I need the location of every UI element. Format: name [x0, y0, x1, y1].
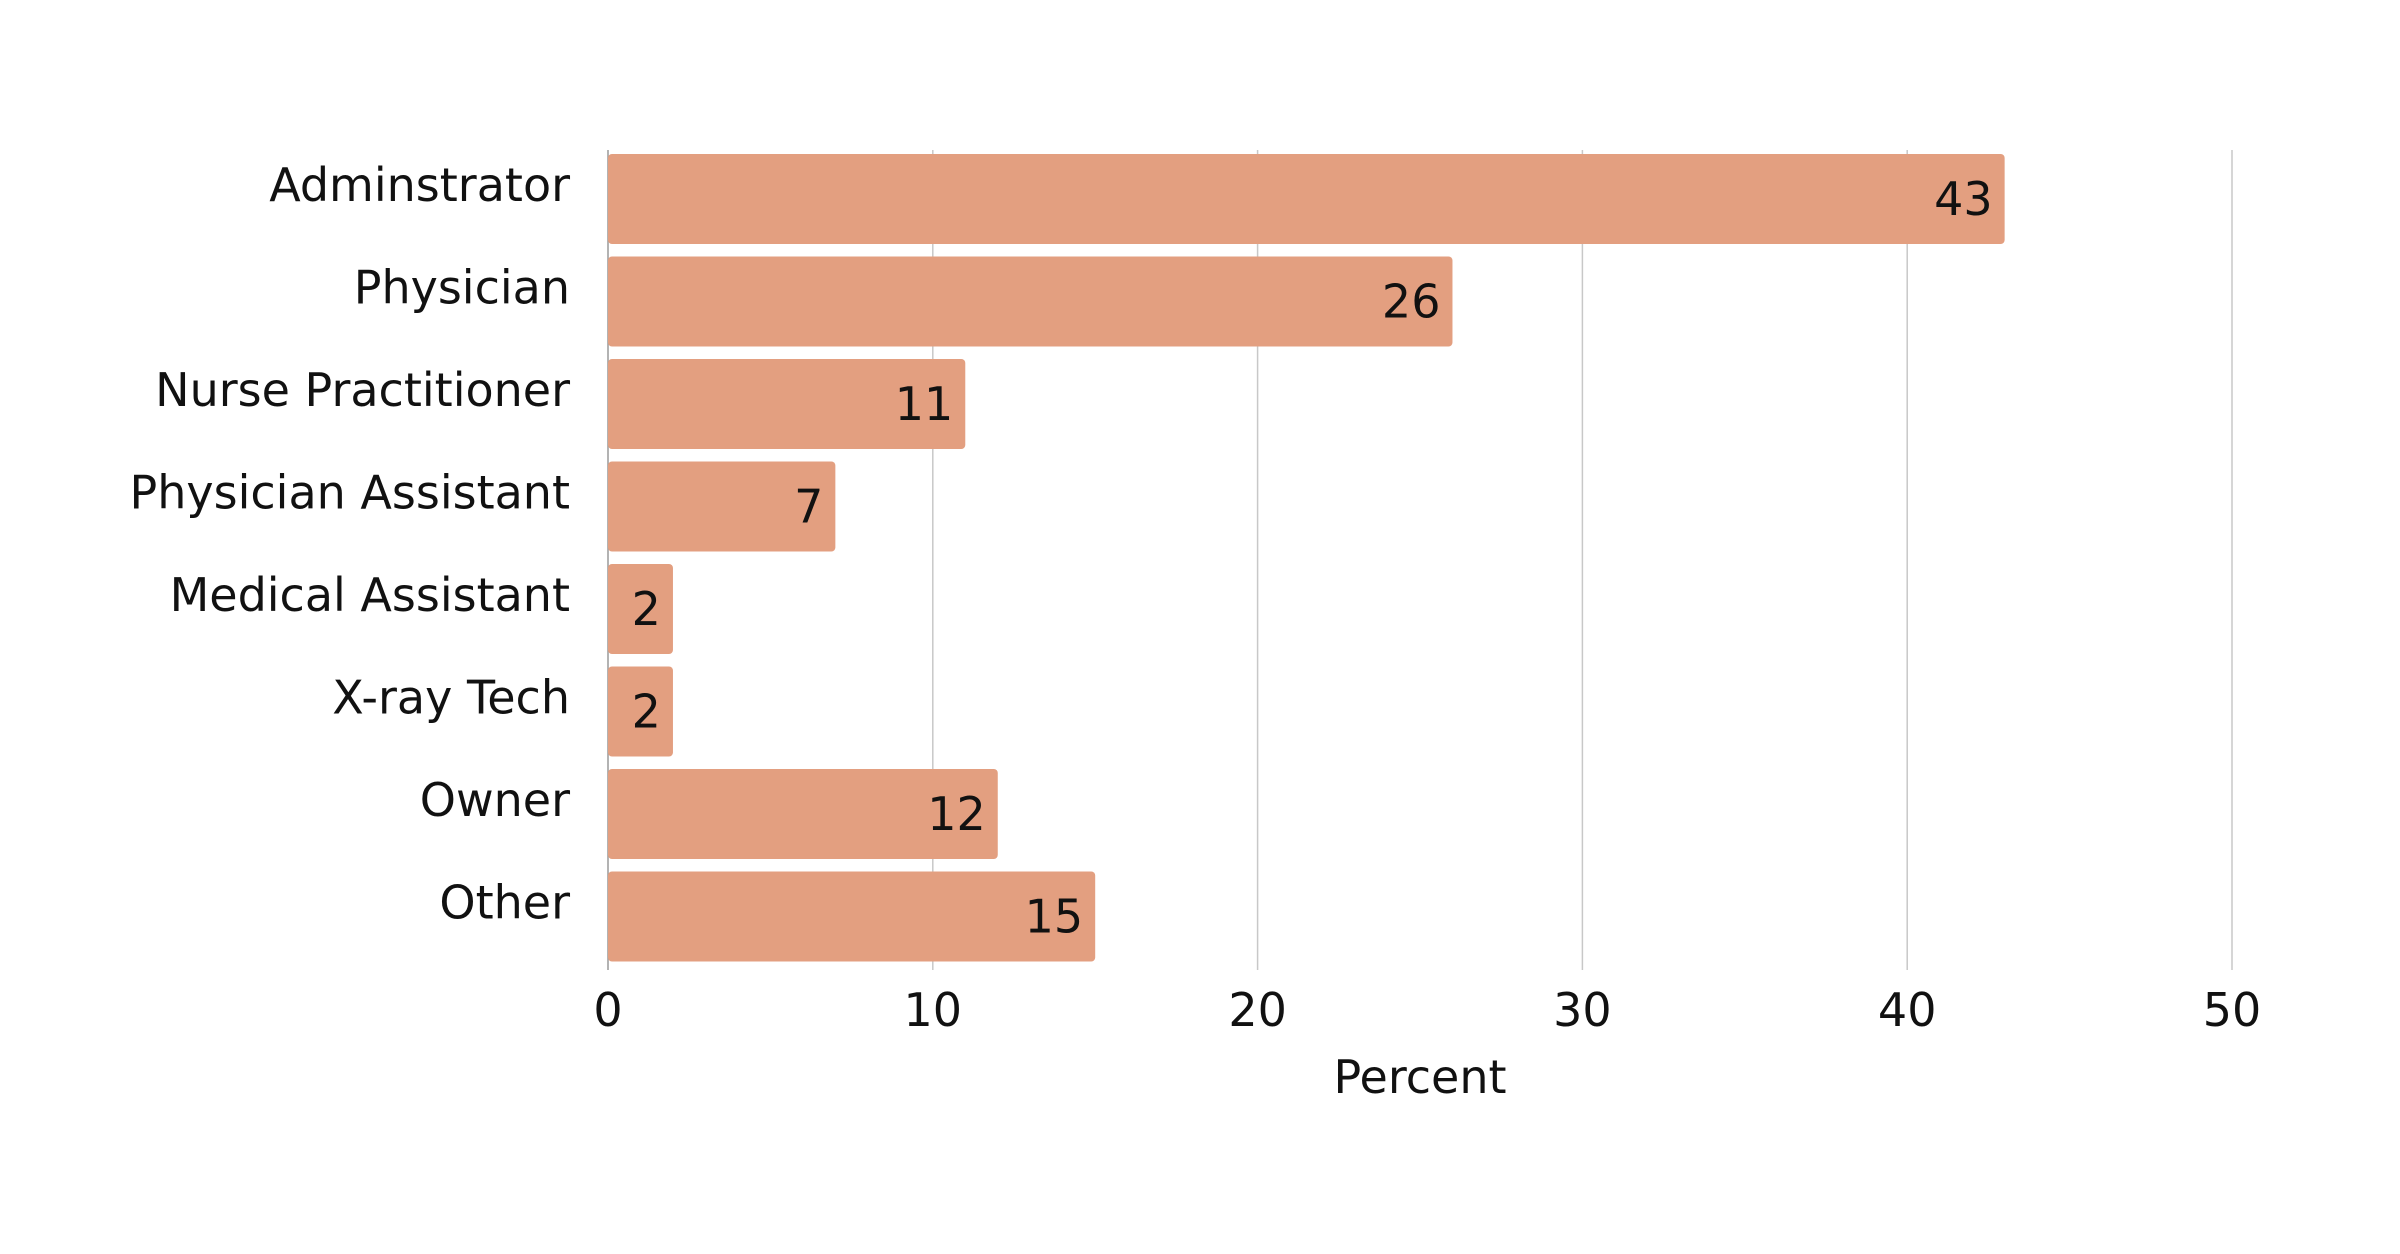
- bar-physician-assistant: [608, 461, 836, 552]
- x-tick-label: 40: [1878, 983, 1937, 1037]
- category-label: Other: [439, 876, 570, 930]
- category-label: Owner: [420, 773, 570, 827]
- category-label: Nurse Practitioner: [155, 363, 570, 417]
- x-tick-label: 20: [1228, 983, 1287, 1037]
- bar-nurse-practitioner: [608, 359, 966, 449]
- value-label: 2: [632, 685, 661, 739]
- x-tick-label: 50: [2203, 983, 2262, 1037]
- category-label: X-ray Tech: [332, 671, 570, 725]
- bar-medical-assistant: [608, 564, 673, 654]
- value-label: 2: [632, 582, 661, 636]
- bar-other: [608, 871, 1096, 962]
- x-tick-label: 0: [593, 983, 622, 1037]
- category-label: Physician: [354, 261, 570, 315]
- value-label: 15: [1025, 890, 1084, 944]
- x-tick-labels: 0 10 20 30 40 50: [593, 983, 2261, 1037]
- x-axis-title: Percent: [1333, 1050, 1506, 1104]
- category-label: Physician Assistant: [130, 466, 570, 520]
- category-label: Medical Assistant: [170, 568, 570, 622]
- category-labels: Adminstrator Physician Nurse Practitioner P…: [130, 158, 571, 930]
- value-label: 7: [794, 480, 823, 534]
- bar-physician: [608, 256, 1453, 347]
- x-tick-label: 30: [1553, 983, 1612, 1037]
- bar-x-ray-tech: [608, 666, 673, 757]
- bar-adminstrator: [608, 154, 2005, 244]
- value-label: 12: [927, 787, 986, 841]
- value-label: 11: [895, 377, 954, 431]
- bar-owner: [608, 769, 998, 859]
- bars: 43 26 11 7 2 2 12 15: [608, 154, 2005, 962]
- category-label: Adminstrator: [269, 158, 570, 212]
- x-tick-label: 10: [904, 983, 963, 1037]
- value-label: 26: [1382, 275, 1441, 329]
- value-label: 43: [1934, 172, 1993, 226]
